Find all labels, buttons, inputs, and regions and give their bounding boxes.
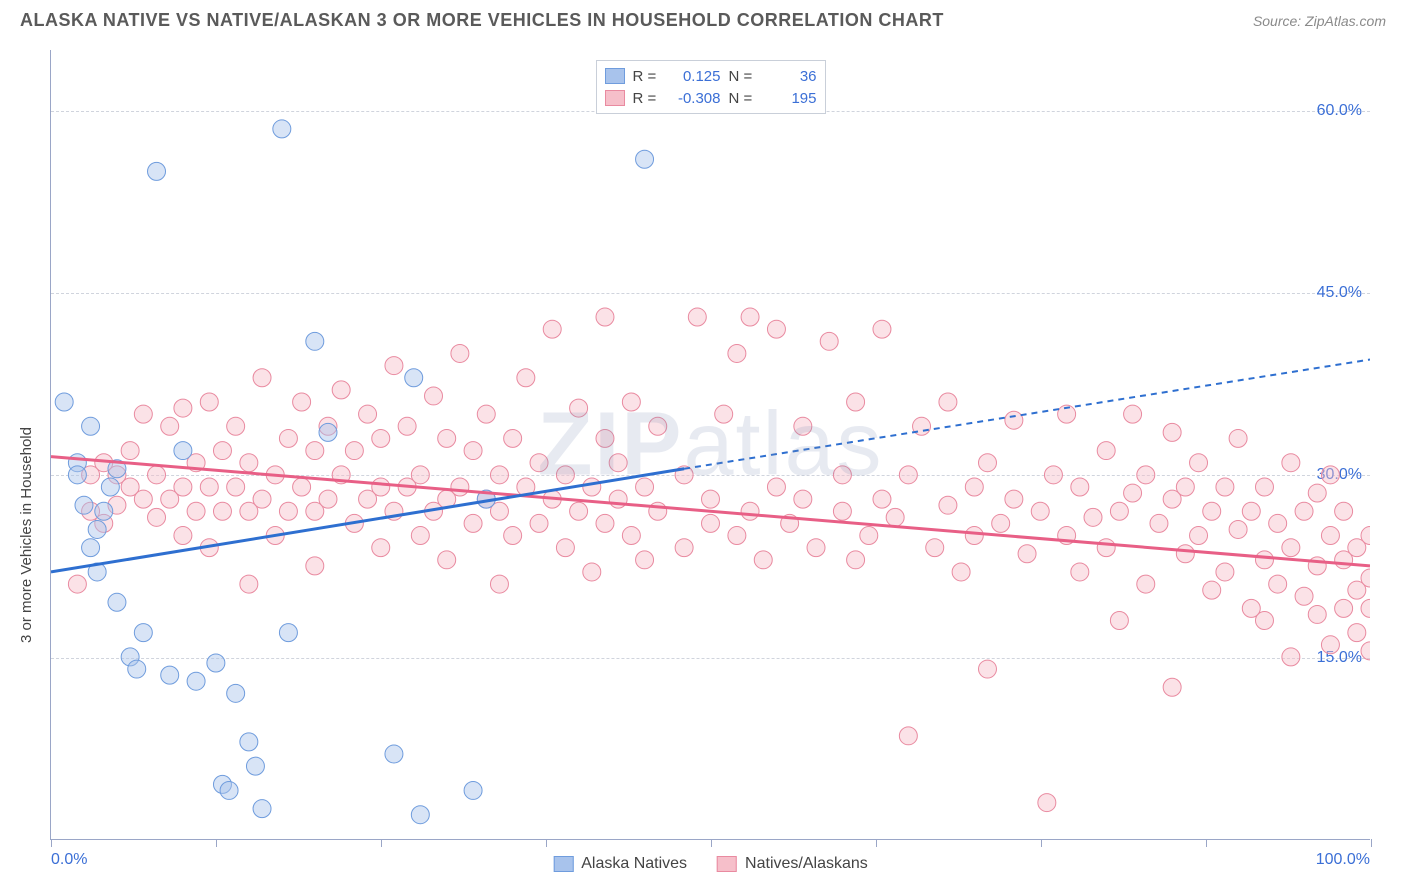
x-tick: [381, 839, 382, 847]
n-label: N =: [729, 90, 757, 107]
swatch-pink-icon: [717, 856, 737, 872]
x-tick: [711, 839, 712, 847]
x-tick: [1371, 839, 1372, 847]
x-tick: [1206, 839, 1207, 847]
legend-item-blue: Alaska Natives: [553, 855, 687, 873]
header: ALASKA NATIVE VS NATIVE/ALASKAN 3 OR MOR…: [0, 0, 1406, 37]
chart-title: ALASKA NATIVE VS NATIVE/ALASKAN 3 OR MOR…: [20, 10, 944, 31]
x-tick: [1041, 839, 1042, 847]
correlation-row-pink: R = -0.308 N = 195: [605, 87, 817, 109]
x-tick: [876, 839, 877, 847]
r-label: R =: [633, 90, 661, 107]
r-label: R =: [633, 68, 661, 85]
r-value-blue: 0.125: [669, 68, 721, 85]
swatch-blue-icon: [553, 856, 573, 872]
correlation-row-blue: R = 0.125 N = 36: [605, 65, 817, 87]
y-axis-label: 3 or more Vehicles in Household: [18, 427, 35, 643]
legend-label-blue: Alaska Natives: [581, 855, 687, 873]
legend-item-pink: Natives/Alaskans: [717, 855, 868, 873]
source-value: ZipAtlas.com: [1305, 13, 1386, 29]
source-attribution: Source: ZipAtlas.com: [1253, 13, 1386, 29]
scatter-svg: [51, 50, 1370, 839]
x-tick: [216, 839, 217, 847]
chart-plot-area: 15.0%30.0%45.0%60.0% 0.0% 100.0% R = 0.1…: [50, 50, 1370, 840]
n-value-pink: 195: [765, 90, 817, 107]
x-tick: [51, 839, 52, 847]
source-label: Source:: [1253, 13, 1305, 29]
swatch-pink-icon: [605, 90, 625, 106]
x-tick-label-min: 0.0%: [51, 851, 87, 869]
n-value-blue: 36: [765, 68, 817, 85]
x-tick: [546, 839, 547, 847]
swatch-blue-icon: [605, 68, 625, 84]
r-value-pink: -0.308: [669, 90, 721, 107]
n-label: N =: [729, 68, 757, 85]
correlation-box: R = 0.125 N = 36 R = -0.308 N = 195: [596, 60, 826, 114]
legend-label-pink: Natives/Alaskans: [745, 855, 868, 873]
legend: Alaska Natives Natives/Alaskans: [553, 855, 868, 873]
x-tick-label-max: 100.0%: [1316, 851, 1370, 869]
